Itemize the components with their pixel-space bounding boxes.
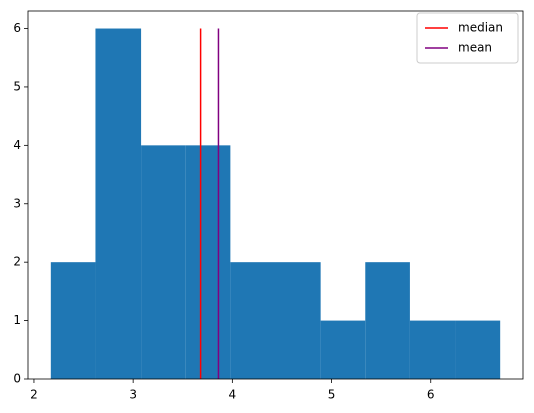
bar — [50, 262, 96, 379]
y-tick-label: 0 — [13, 372, 21, 386]
bar — [320, 320, 366, 379]
bar — [409, 320, 456, 379]
bar — [185, 145, 231, 379]
legend-label: median — [458, 21, 503, 35]
bar — [365, 262, 410, 379]
y-tick-label: 6 — [13, 21, 21, 35]
x-tick-label: 5 — [328, 388, 336, 402]
axes-frame — [27, 10, 524, 380]
x-tick-label: 2 — [30, 388, 38, 402]
y-tick-label: 5 — [13, 79, 21, 93]
bar — [455, 320, 501, 379]
y-tick-label: 4 — [13, 138, 21, 152]
bar — [275, 262, 321, 379]
x-tick-label: 4 — [229, 388, 237, 402]
x-tick-label: 3 — [129, 388, 137, 402]
bar — [141, 145, 186, 379]
bar — [95, 28, 142, 380]
legend-label: mean — [458, 41, 492, 55]
y-tick-label: 2 — [13, 255, 21, 269]
y-tick-label: 3 — [13, 196, 21, 210]
legend-box — [416, 12, 519, 64]
y-tick-label: 1 — [13, 313, 21, 327]
bar — [230, 262, 276, 379]
x-tick-label: 6 — [427, 388, 435, 402]
